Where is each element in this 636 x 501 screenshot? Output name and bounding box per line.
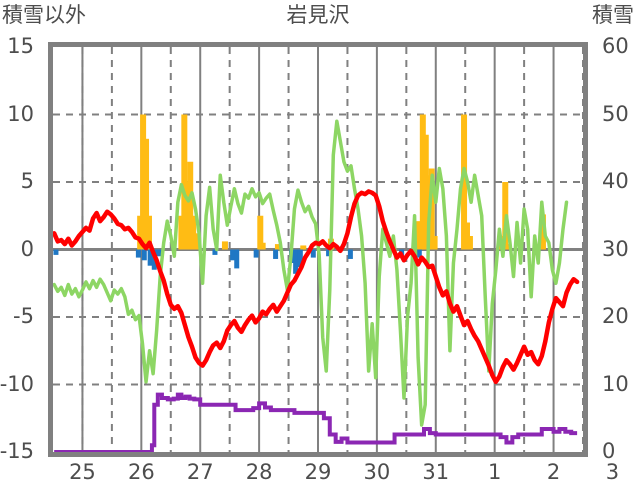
- chart-title: 岩見沢: [286, 3, 350, 27]
- plot-area: [48, 42, 588, 457]
- plot-inner: [53, 47, 583, 452]
- bottom-tick-25: 25: [69, 460, 96, 484]
- right-tick-20: 20: [602, 304, 629, 328]
- left-tick--5: -5: [13, 304, 34, 328]
- bottom-tick-28: 28: [245, 460, 273, 484]
- right-tick-40: 40: [602, 169, 629, 193]
- left-tick-15: 15: [7, 34, 34, 58]
- left-tick--15: -15: [0, 439, 34, 463]
- bottom-tick-27: 27: [186, 460, 214, 484]
- right-tick-60: 60: [602, 34, 629, 58]
- bottom-tick-2: 2: [546, 460, 561, 484]
- right-axis-title: 積雪: [592, 3, 634, 27]
- right-tick-30: 30: [602, 236, 629, 261]
- bottom-tick-3: 3: [605, 460, 620, 484]
- right-tick-50: 50: [602, 101, 629, 126]
- left-tick-5: 5: [20, 169, 34, 193]
- left-axis-title: 積雪以外: [2, 3, 86, 27]
- lines-layer: [53, 119, 580, 452]
- right-tick-0: 0: [602, 439, 616, 463]
- bottom-tick-30: 30: [363, 460, 391, 484]
- left-tick--10: -10: [0, 371, 34, 396]
- left-tick-10: 10: [7, 101, 34, 126]
- left-tick-0: 0: [20, 236, 34, 261]
- bottom-tick-29: 29: [304, 460, 332, 484]
- bottom-tick-1: 1: [487, 460, 502, 484]
- bottom-tick-26: 26: [127, 460, 155, 484]
- right-tick-10: 10: [602, 371, 629, 396]
- bottom-tick-31: 31: [422, 460, 450, 484]
